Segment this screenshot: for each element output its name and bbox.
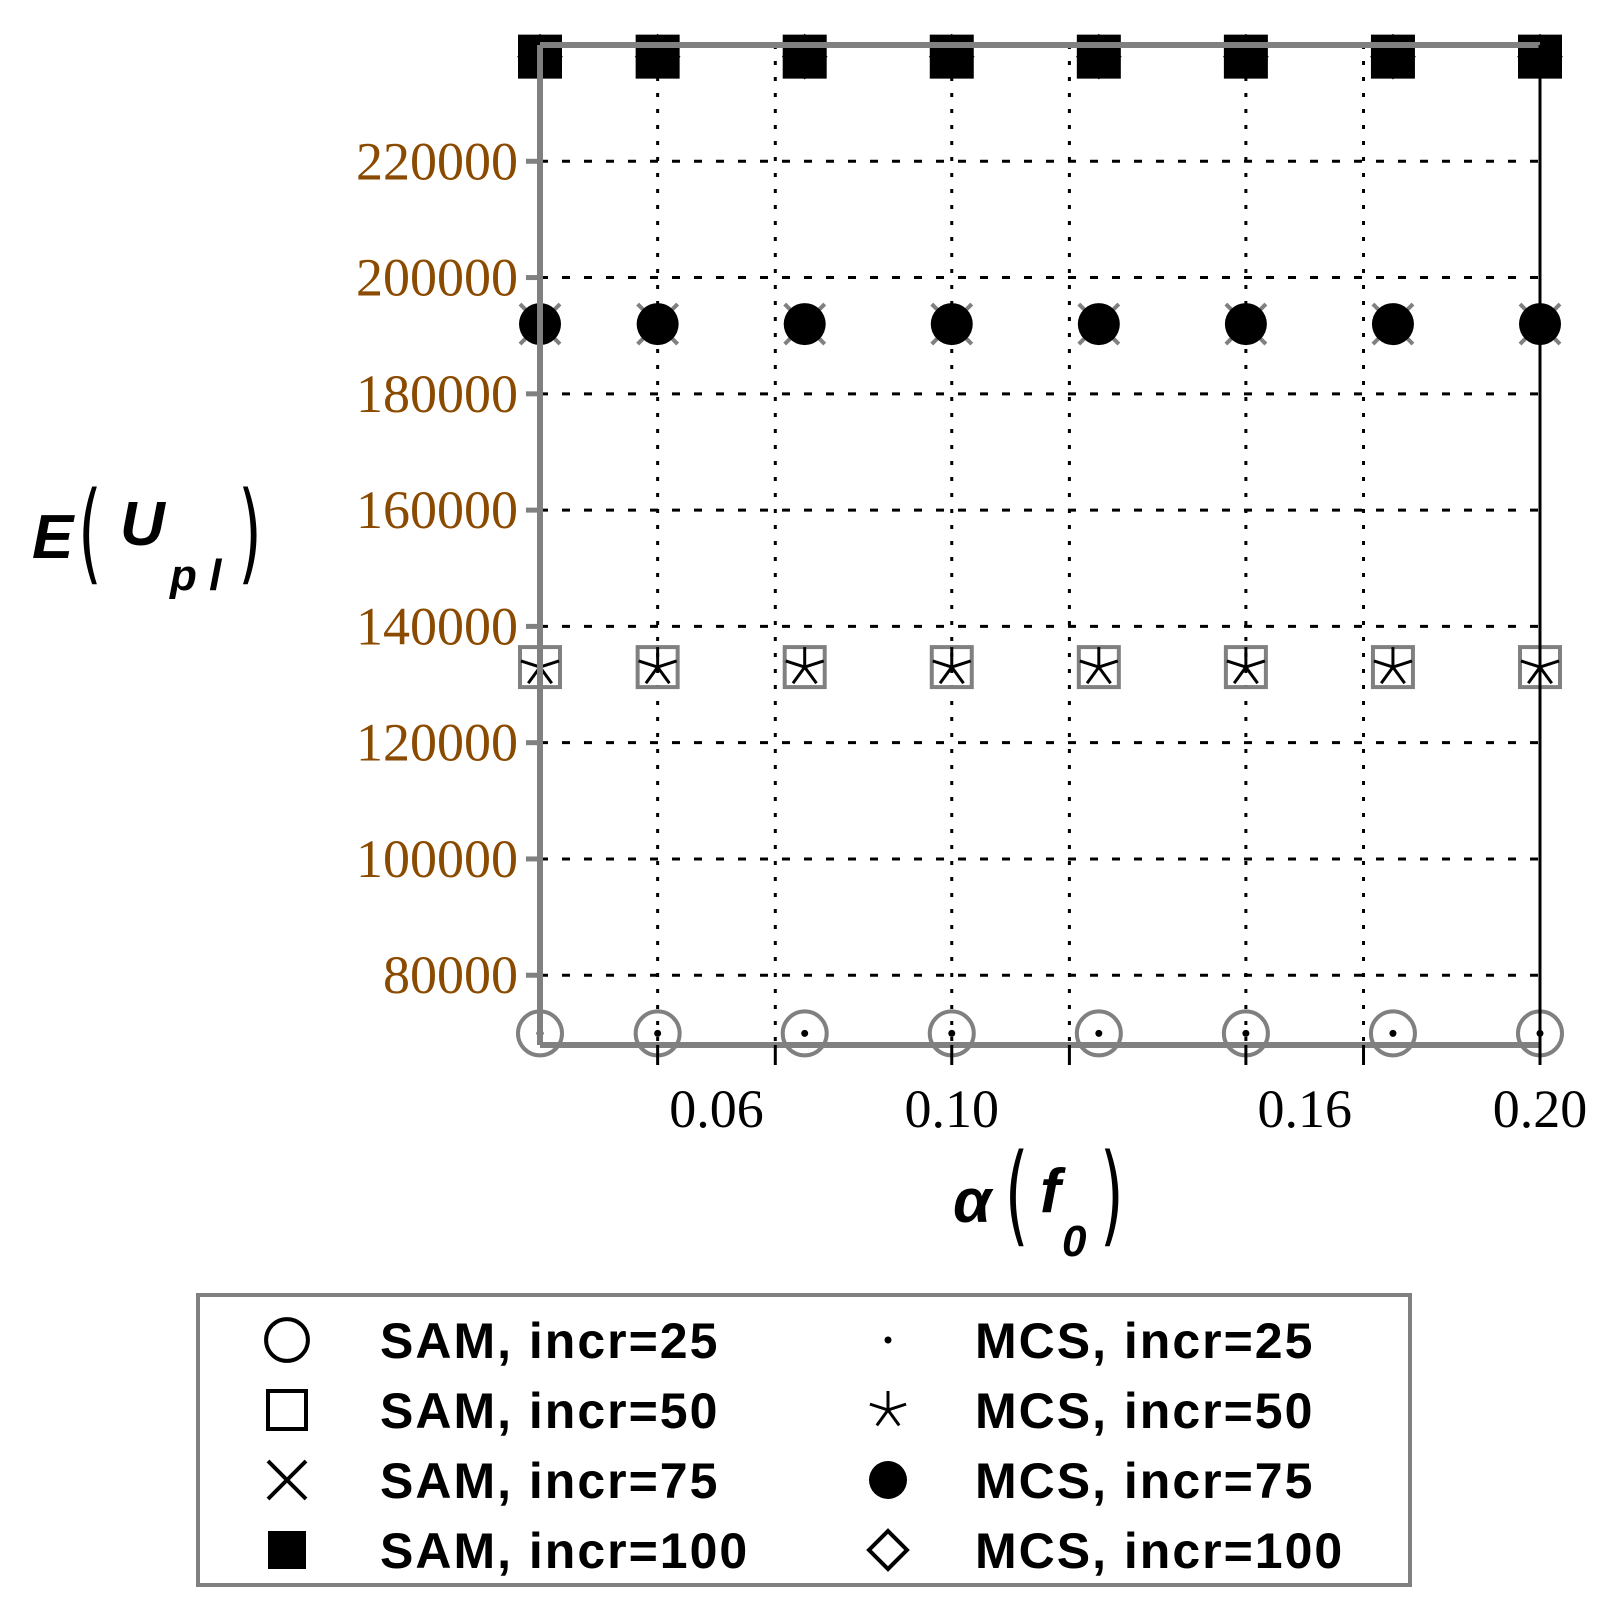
grid xyxy=(540,45,1542,1045)
data-point xyxy=(1224,303,1267,346)
legend-marker xyxy=(266,1459,308,1501)
x-axis-ticks: 0.06 0.10 0.16 0.20 xyxy=(656,1045,1588,1139)
data-point xyxy=(1079,647,1119,685)
y-axis-label-open-paren: ( xyxy=(78,468,102,596)
legend-label: SAM, incr=100 xyxy=(380,1523,749,1579)
data-point xyxy=(1076,34,1121,79)
data-point xyxy=(1077,303,1120,346)
x-axis-label-close-paren: ) xyxy=(1100,1130,1124,1258)
data-point xyxy=(1223,33,1269,80)
legend-marker xyxy=(884,1336,892,1344)
y-axis-label-inner: U xyxy=(120,490,167,559)
y-tick-label: 100000 xyxy=(356,829,518,889)
y-tick-label: 220000 xyxy=(356,131,518,191)
data-point xyxy=(654,1029,662,1037)
x-tick-label: 0.06 xyxy=(669,1079,764,1139)
data-point xyxy=(1226,647,1266,685)
data-point xyxy=(1370,33,1416,80)
data-point xyxy=(781,33,828,80)
legend-item: SAM, incr=50 xyxy=(266,1383,719,1439)
data-point xyxy=(948,1029,956,1037)
y-axis-label-sub: p l xyxy=(169,551,222,600)
data-point xyxy=(635,34,680,79)
x-tick-label: 0.20 xyxy=(1493,1079,1588,1139)
data-point xyxy=(1075,33,1122,80)
y-axis-ticks: 80000 100000 120000 140000 160000 180000 20000… xyxy=(356,131,540,1005)
y-tick-label: 180000 xyxy=(356,364,518,424)
plot-frame xyxy=(537,42,1542,1048)
y-axis-label-close-paren: ) xyxy=(238,468,262,596)
series-6 xyxy=(519,303,1561,346)
legend-label: MCS, incr=50 xyxy=(975,1383,1314,1439)
y-axis-label: E ( U p l ) xyxy=(32,468,262,600)
legend-marker xyxy=(869,1391,907,1427)
x-axis-label: α ( f 0 ) xyxy=(953,1130,1124,1266)
data-point xyxy=(636,303,679,346)
data-point xyxy=(780,1009,829,1058)
data-point xyxy=(932,647,972,685)
series-4 xyxy=(536,1029,1544,1037)
legend-marker xyxy=(869,1461,907,1499)
legend-label: SAM, incr=25 xyxy=(380,1313,719,1369)
legend-label: MCS, incr=100 xyxy=(975,1523,1344,1579)
legend-item: MCS, incr=50 xyxy=(869,1383,1314,1439)
data-point xyxy=(1223,34,1268,79)
legend-marker-stroke xyxy=(266,1459,308,1501)
legend-marker xyxy=(266,1389,308,1431)
legend-item: MCS, incr=25 xyxy=(884,1313,1314,1369)
data-point xyxy=(1074,1009,1123,1058)
y-tick-label: 200000 xyxy=(356,248,518,308)
data-point xyxy=(801,1029,809,1037)
series-3 xyxy=(518,34,1562,79)
data-point xyxy=(1095,1029,1103,1037)
data-point xyxy=(1368,1009,1417,1058)
data-point xyxy=(785,647,825,685)
x-tick-label: 0.16 xyxy=(1257,1079,1352,1139)
series-5 xyxy=(520,647,1560,685)
legend-label: SAM, incr=50 xyxy=(380,1383,719,1439)
legend-item: MCS, incr=75 xyxy=(869,1453,1314,1509)
data-point xyxy=(1370,34,1415,79)
series-7 xyxy=(517,33,1563,80)
data-point xyxy=(1242,1029,1250,1037)
x-axis-label-main: α xyxy=(953,1167,994,1236)
y-tick-label: 80000 xyxy=(383,945,518,1005)
x-axis-label-open-paren: ( xyxy=(1005,1130,1029,1258)
legend-label: MCS, incr=75 xyxy=(975,1453,1314,1509)
legend-item: SAM, incr=25 xyxy=(264,1313,719,1369)
y-tick-label: 120000 xyxy=(356,713,518,773)
data-point xyxy=(783,303,826,346)
legend-marker xyxy=(264,1317,310,1363)
x-axis-label-sub: 0 xyxy=(1062,1217,1087,1266)
y-axis-label-main: E xyxy=(32,503,75,572)
data-point xyxy=(930,303,973,346)
data-point xyxy=(638,647,678,685)
legend-label: SAM, incr=75 xyxy=(380,1453,719,1509)
legend-item: MCS, incr=100 xyxy=(866,1523,1344,1579)
y-tick-label: 160000 xyxy=(356,480,518,540)
data-point xyxy=(1373,647,1413,685)
x-axis-label-inner: f xyxy=(1040,1157,1066,1226)
legend-label: MCS, incr=25 xyxy=(975,1313,1314,1369)
data-marks xyxy=(516,33,1564,1058)
y-tick-label: 140000 xyxy=(356,596,518,656)
legend-marker xyxy=(866,1528,910,1572)
data-point xyxy=(1371,303,1414,346)
legend: SAM, incr=25 SAM, incr=50 SAM, incr=75 SAM,… xyxy=(196,1293,1412,1587)
data-point xyxy=(634,33,681,80)
legend-item: SAM, incr=75 xyxy=(266,1453,719,1509)
data-point xyxy=(929,34,974,79)
data-point xyxy=(928,33,975,80)
legend-marker xyxy=(268,1531,306,1569)
legend-item: SAM, incr=100 xyxy=(268,1523,749,1579)
data-point xyxy=(782,34,827,79)
legend-box xyxy=(196,1293,1412,1587)
series-0 xyxy=(516,1009,1564,1058)
x-tick-label: 0.10 xyxy=(905,1079,1000,1139)
data-point xyxy=(1389,1029,1397,1037)
